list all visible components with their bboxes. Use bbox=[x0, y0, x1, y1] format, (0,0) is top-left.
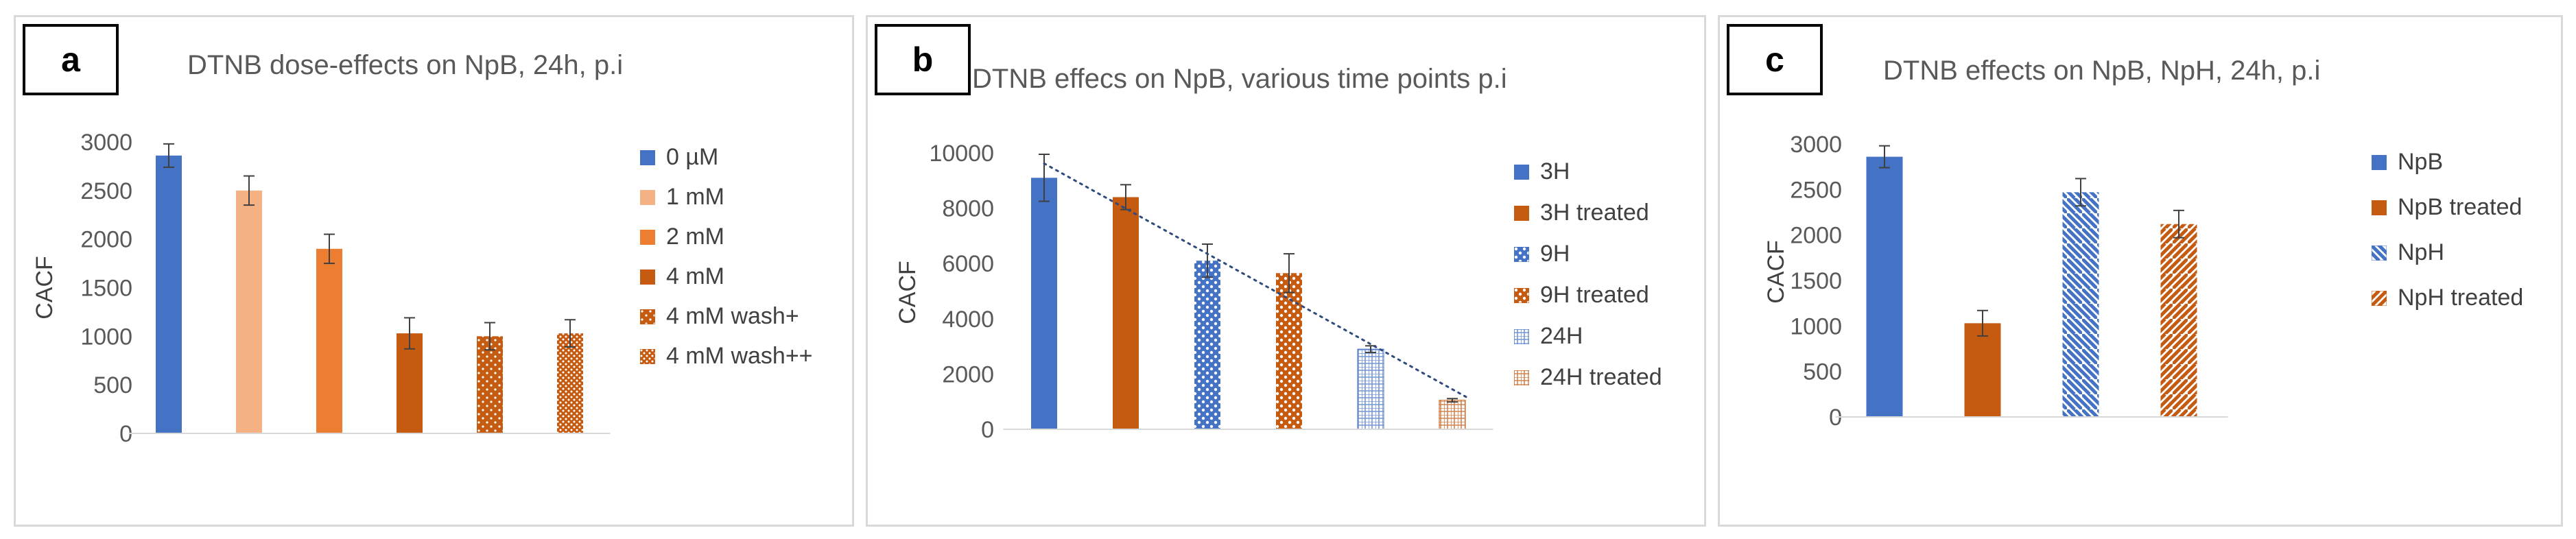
y-tick-label-a: 1000 bbox=[80, 324, 132, 350]
legend-label: 2 mM bbox=[666, 224, 724, 250]
y-tick-label-b: 4000 bbox=[942, 307, 994, 333]
chart-title-c: DTNB effects on NpB, NpH, 24h, p.i bbox=[1883, 56, 2321, 86]
y-tick-label-c: 500 bbox=[1803, 359, 1842, 385]
bar-c-npb-treated bbox=[1964, 323, 2001, 417]
error-bar-b-9h-treated bbox=[1284, 253, 1295, 294]
error-bar-c-npb-treated bbox=[1977, 309, 1988, 337]
legend-swatch bbox=[1514, 206, 1529, 221]
bar-b-9h-treated bbox=[1276, 273, 1302, 429]
legend-label: NpB bbox=[2398, 149, 2444, 175]
legend-swatch bbox=[2372, 245, 2387, 261]
chart-title-a: DTNB dose-effects on NpB, 24h, p.i bbox=[187, 50, 624, 80]
error-bar-a-4-mm bbox=[404, 317, 415, 350]
bar-a-0-um bbox=[156, 155, 182, 434]
bar-a-1-mm bbox=[236, 190, 262, 433]
legend-label: 1 mM bbox=[666, 184, 724, 210]
panel-c: c DTNB effects on NpB, NpH, 24h, p.i CAC… bbox=[1718, 15, 2563, 527]
y-tick-label-c: 1500 bbox=[1790, 268, 1842, 294]
error-bar-c-nph-treated bbox=[2173, 209, 2184, 239]
legend-label: 24H treated bbox=[1540, 364, 1662, 390]
panel-a: a DTNB dose-effects on NpB, 24h, p.i CAC… bbox=[14, 15, 854, 527]
legend-swatch bbox=[2372, 200, 2387, 215]
y-tick-label-a: 1500 bbox=[80, 276, 132, 302]
y-tick-label-a: 2500 bbox=[80, 178, 132, 204]
bar-b-9h bbox=[1194, 261, 1220, 429]
y-tick-label-a: 2000 bbox=[80, 227, 132, 253]
chart-title-b: DTNB effecs on NpB, various time points … bbox=[972, 64, 1507, 94]
y-tick-label-a: 500 bbox=[93, 372, 132, 398]
bar-a-4-mm-washpp bbox=[557, 333, 583, 433]
legend-swatch bbox=[2372, 291, 2387, 306]
legend-swatch bbox=[2372, 155, 2387, 170]
y-tick-label-c: 2000 bbox=[1790, 223, 1842, 249]
y-tick-label-a: 3000 bbox=[80, 130, 132, 156]
bar-b-3h bbox=[1031, 178, 1057, 429]
legend-swatch bbox=[1514, 370, 1529, 385]
error-bar-c-nph bbox=[2075, 178, 2086, 207]
legend-swatch bbox=[640, 230, 655, 245]
y-tick-label-c: 1000 bbox=[1790, 313, 1842, 339]
legend-label: 9H bbox=[1540, 241, 1570, 267]
bar-c-nph bbox=[2062, 192, 2099, 417]
legend-swatch bbox=[1514, 247, 1529, 262]
error-bar-a-0-um bbox=[163, 143, 174, 168]
legend-swatch bbox=[1514, 288, 1529, 303]
y-tick-label-c: 2500 bbox=[1790, 177, 1842, 203]
legend-label: 4 mM wash++ bbox=[666, 343, 813, 369]
legend-label: 0 µM bbox=[666, 144, 719, 170]
bar-b-3h-treated bbox=[1113, 197, 1139, 429]
legend-label: NpH bbox=[2398, 239, 2445, 265]
y-tick-label-b: 6000 bbox=[942, 251, 994, 277]
error-bar-b-3h bbox=[1039, 154, 1050, 202]
legend-label: 3H bbox=[1540, 158, 1570, 184]
error-bar-b-9h bbox=[1202, 243, 1213, 278]
error-bar-c-npb bbox=[1879, 145, 1890, 169]
panel-letter-c: c bbox=[1727, 24, 1823, 95]
legend-swatch bbox=[1514, 329, 1529, 344]
bar-b-24h-treated bbox=[1439, 400, 1466, 430]
legend-label: 4 mM bbox=[666, 263, 724, 289]
legend-label: 24H bbox=[1540, 323, 1583, 349]
trendline-b bbox=[1043, 162, 1467, 398]
y-tick-label-b: 8000 bbox=[942, 196, 994, 222]
chart-plot-b: 0 2000 4000 6000 8000 10000 bbox=[929, 141, 1493, 443]
panel-b: b DTNB effecs on NpB, various time point… bbox=[866, 15, 1706, 527]
bar-b-24h bbox=[1357, 348, 1384, 430]
panel-letter-b: b bbox=[875, 24, 971, 95]
bar-a-4-mm bbox=[397, 333, 423, 433]
legend-label: NpH treated bbox=[2398, 285, 2524, 311]
error-bar-a-4-mm-washpp bbox=[565, 319, 576, 348]
bar-c-npb bbox=[1866, 156, 1903, 417]
legend-swatch bbox=[640, 309, 655, 324]
y-tick-label-a: 0 bbox=[119, 421, 132, 447]
error-bar-a-2-mm bbox=[324, 233, 335, 265]
y-tick-label-b: 10000 bbox=[929, 141, 994, 167]
legend-swatch bbox=[640, 270, 655, 285]
legend-label: 3H treated bbox=[1540, 200, 1649, 226]
y-tick-label-b: 2000 bbox=[942, 361, 994, 387]
chart-plot-a: 0 500 1000 1500 2000 2500 3000 bbox=[80, 130, 611, 447]
legend-swatch bbox=[640, 190, 655, 205]
bar-c-nph-treated bbox=[2160, 224, 2197, 417]
panel-letter-a: a bbox=[23, 24, 119, 95]
legend-label: 9H treated bbox=[1540, 282, 1649, 308]
legend-swatch bbox=[640, 150, 655, 165]
error-bar-b-24h-treated bbox=[1447, 398, 1458, 403]
error-bar-a-1-mm bbox=[244, 175, 255, 206]
bar-a-2-mm bbox=[316, 248, 342, 433]
y-tick-label-b: 0 bbox=[981, 417, 994, 443]
y-tick-label-c: 3000 bbox=[1790, 132, 1842, 158]
legend-swatch bbox=[640, 349, 655, 364]
error-bar-a-4-mm-washp bbox=[484, 322, 495, 351]
legend-swatch bbox=[1514, 165, 1529, 180]
legend-label: 4 mM wash+ bbox=[666, 303, 799, 329]
bar-a-4-mm-washp bbox=[477, 336, 503, 433]
legend-label: NpB treated bbox=[2398, 194, 2522, 220]
